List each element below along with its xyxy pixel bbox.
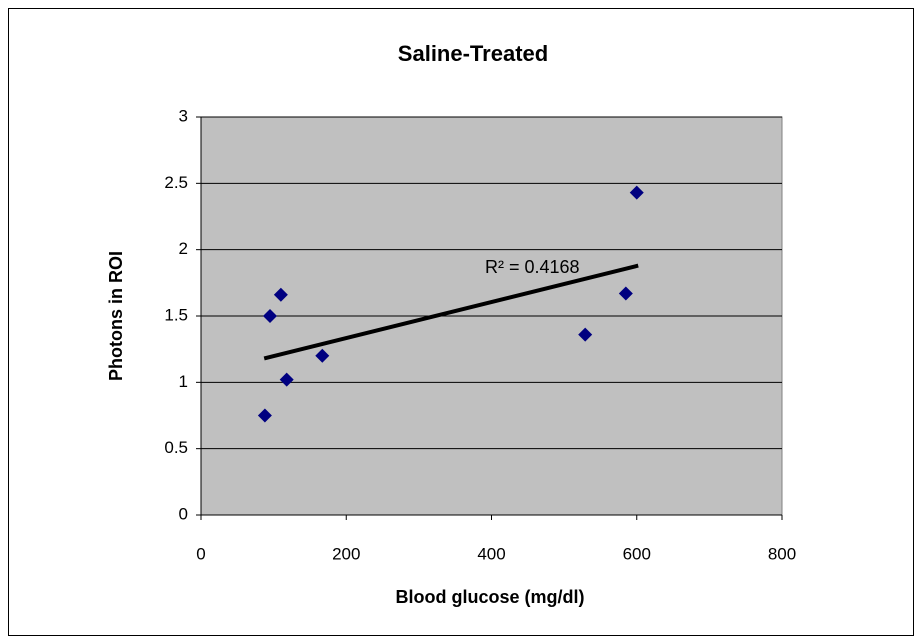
point	[257, 408, 272, 423]
trendline	[263, 263, 639, 361]
point	[273, 287, 288, 302]
y-tick-label: 0	[179, 504, 188, 523]
annotation: R² = 0.4168	[485, 257, 580, 277]
y-tick-label: 2	[179, 239, 188, 258]
x-tick-label: 400	[477, 544, 505, 563]
y-tick-label: 2.5	[164, 173, 188, 192]
y-tick-label: 3	[179, 106, 188, 125]
x-tick-label: 800	[768, 544, 796, 563]
y-axis-label: Photons in ROI	[106, 251, 126, 381]
point	[262, 309, 277, 323]
y-tick-label: 0.5	[164, 438, 188, 457]
y-tick-label: 1	[179, 372, 188, 391]
x-tick-label: 0	[196, 544, 205, 563]
point	[618, 286, 633, 301]
x-tick-label: 600	[623, 544, 651, 563]
chart-title: Saline-Treated	[398, 41, 548, 66]
point	[279, 372, 294, 387]
point	[315, 348, 330, 363]
x-tick-label: 200	[332, 544, 360, 563]
point	[629, 185, 644, 200]
x-axis-label: Blood glucose (mg/dl)	[396, 587, 585, 607]
point	[578, 327, 593, 342]
y-tick-label: 1.5	[164, 305, 188, 324]
